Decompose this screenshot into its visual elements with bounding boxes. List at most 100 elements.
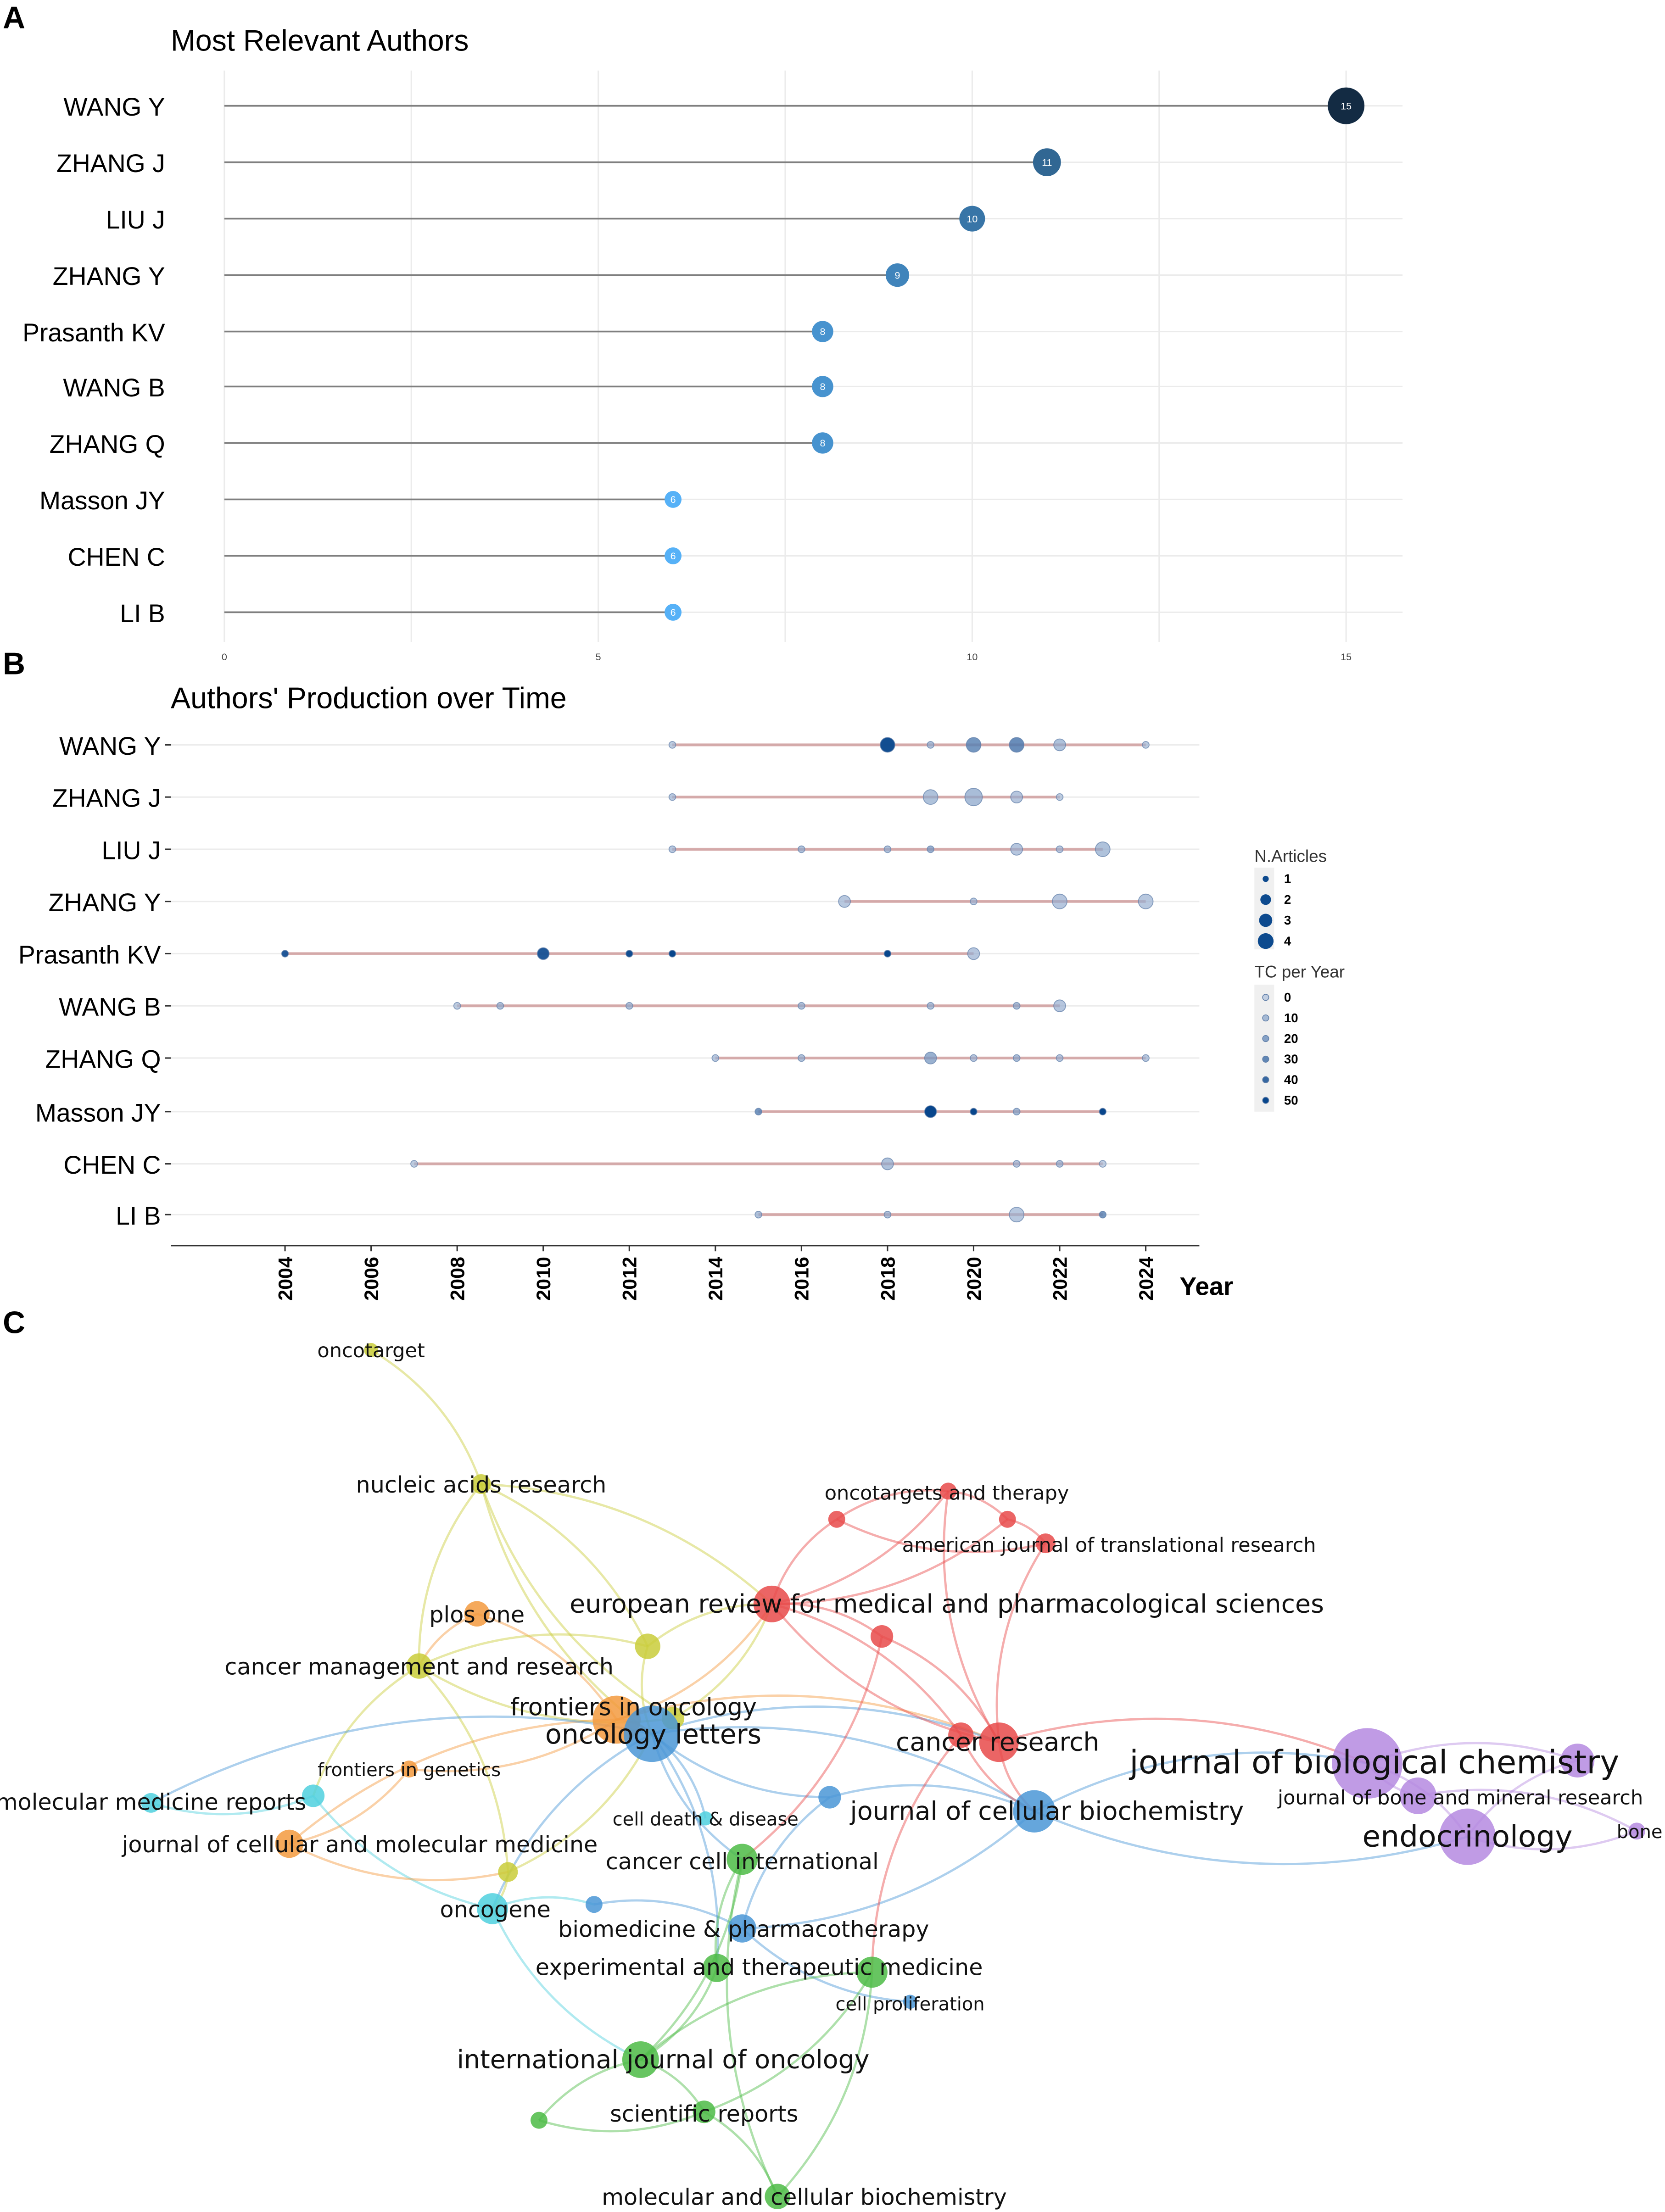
x-tick-label: 2022 xyxy=(1049,1257,1071,1301)
production-point xyxy=(964,788,983,807)
network-node xyxy=(302,1784,325,1807)
network-edge xyxy=(726,1859,779,2197)
network-node-label: cancer cell international xyxy=(606,1848,879,1875)
network-node xyxy=(1439,1808,1496,1865)
network-edge xyxy=(481,1483,649,1647)
network-edge xyxy=(672,1603,773,1720)
production-point xyxy=(967,947,980,960)
network-node xyxy=(1560,1744,1595,1777)
network-node xyxy=(531,2112,548,2129)
production-point xyxy=(1052,893,1067,909)
legend-size-swatch xyxy=(1259,914,1273,927)
network-node xyxy=(726,1844,758,1875)
bubble-value-label: 8 xyxy=(820,381,825,392)
network-node xyxy=(1013,1790,1056,1833)
network-node xyxy=(477,1893,508,1924)
bubble-value-label: 6 xyxy=(670,551,676,562)
network-node xyxy=(828,1510,845,1528)
network-node-label: american journal of translational resear… xyxy=(902,1534,1316,1557)
x-tick-label: 10 xyxy=(967,652,978,663)
network-edge xyxy=(777,1972,873,2197)
network-node xyxy=(979,1722,1019,1762)
panel-c-network: oncotarget nucleic acids research plos one… xyxy=(0,1339,1663,2211)
network-edge xyxy=(418,1483,482,1666)
production-point xyxy=(410,1160,418,1168)
network-node xyxy=(903,1995,917,2009)
legend-size-label: 4 xyxy=(1284,934,1291,948)
network-node-label: oncotargets and therapy xyxy=(825,1482,1069,1504)
bubble-value-label: 8 xyxy=(820,326,825,337)
network-edge xyxy=(651,1705,1000,1744)
production-point xyxy=(1009,737,1025,753)
x-tick-label: 2016 xyxy=(791,1257,813,1301)
network-node xyxy=(141,1793,161,1813)
network-node xyxy=(406,1653,432,1679)
network-node xyxy=(856,1956,888,1988)
author-label: WANG B xyxy=(63,373,165,402)
network-edge xyxy=(652,1726,1035,1812)
network-edge xyxy=(1034,1810,1468,1866)
legend-color-label: 40 xyxy=(1284,1073,1298,1087)
network-edge xyxy=(419,1633,648,1667)
network-node xyxy=(622,2041,659,2078)
network-edge xyxy=(151,1794,314,1816)
x-tick-label: 2006 xyxy=(361,1257,383,1301)
network-edge xyxy=(312,1795,493,1910)
author-label: ZHANG Q xyxy=(45,1045,161,1073)
production-point xyxy=(924,1052,937,1064)
network-node xyxy=(753,1585,790,1622)
network-node xyxy=(703,1954,731,1982)
legend-size-label: 1 xyxy=(1284,872,1291,886)
network-edge xyxy=(289,1843,508,1882)
network-edge xyxy=(491,1908,641,2061)
x-tick-label: 2018 xyxy=(877,1257,899,1301)
production-point xyxy=(1056,1054,1064,1062)
production-point xyxy=(966,737,982,753)
network-edge xyxy=(881,1635,1000,1743)
network-edge xyxy=(836,1518,1046,1553)
lollipop-bubble xyxy=(812,432,833,454)
production-point xyxy=(924,1105,937,1118)
network-node-label: journal of cellular and molecular medici… xyxy=(122,1831,598,1858)
network-node-label: international journal of oncology xyxy=(457,2045,870,2074)
production-point xyxy=(1142,1054,1150,1062)
network-node-label: endocrinology xyxy=(1363,1820,1573,1854)
legend-color-swatch xyxy=(1262,1097,1269,1104)
lollipop-bubble xyxy=(885,263,910,287)
network-node xyxy=(1332,1728,1403,1799)
network-edge xyxy=(771,1603,962,1736)
legend-color-label: 0 xyxy=(1284,990,1291,1004)
network-edge xyxy=(704,2111,779,2197)
production-point xyxy=(798,1002,805,1010)
network-edge xyxy=(150,1715,652,1804)
lollipop-bubble xyxy=(665,490,682,508)
network-node xyxy=(939,1482,957,1500)
network-node-label: european review for medical and pharmaco… xyxy=(570,1589,1324,1619)
network-node-label: oncology letters xyxy=(545,1719,761,1750)
network-node-label: cell proliferation xyxy=(836,1994,985,2015)
author-label: Masson JY xyxy=(39,486,165,515)
x-tick-label: 15 xyxy=(1341,652,1352,663)
panel-letter-c: C xyxy=(3,1306,25,1340)
x-tick-label: 2010 xyxy=(533,1257,555,1301)
production-point xyxy=(879,737,895,753)
network-node-label: cancer research xyxy=(896,1728,1100,1757)
lollipop-bubble xyxy=(1328,87,1365,124)
network-edge xyxy=(312,1665,420,1796)
x-tick-label: 2024 xyxy=(1135,1257,1157,1301)
author-label: LIU J xyxy=(101,836,161,864)
production-point xyxy=(927,845,934,853)
production-point xyxy=(754,1108,762,1116)
network-edge xyxy=(288,1718,617,1845)
network-node xyxy=(364,1343,378,1357)
bubble-value-label: 10 xyxy=(967,213,978,224)
network-edge xyxy=(289,1768,410,1845)
network-node xyxy=(1035,1533,1056,1554)
legend-color-label: 50 xyxy=(1284,1093,1298,1107)
panel-a-lollipop-chart: 0 5 10 15 WANG Y 15 ZHANG J 11 LIU J 10 ZHANG Y 9 Pr… xyxy=(22,70,1403,663)
network-nodes xyxy=(141,1343,1645,2209)
bubble-value-label: 11 xyxy=(1042,157,1052,168)
author-label: LI B xyxy=(120,599,165,628)
